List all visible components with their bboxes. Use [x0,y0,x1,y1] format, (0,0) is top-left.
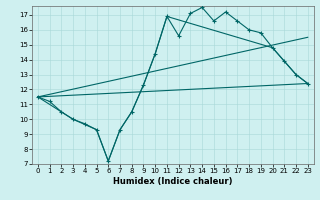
X-axis label: Humidex (Indice chaleur): Humidex (Indice chaleur) [113,177,233,186]
